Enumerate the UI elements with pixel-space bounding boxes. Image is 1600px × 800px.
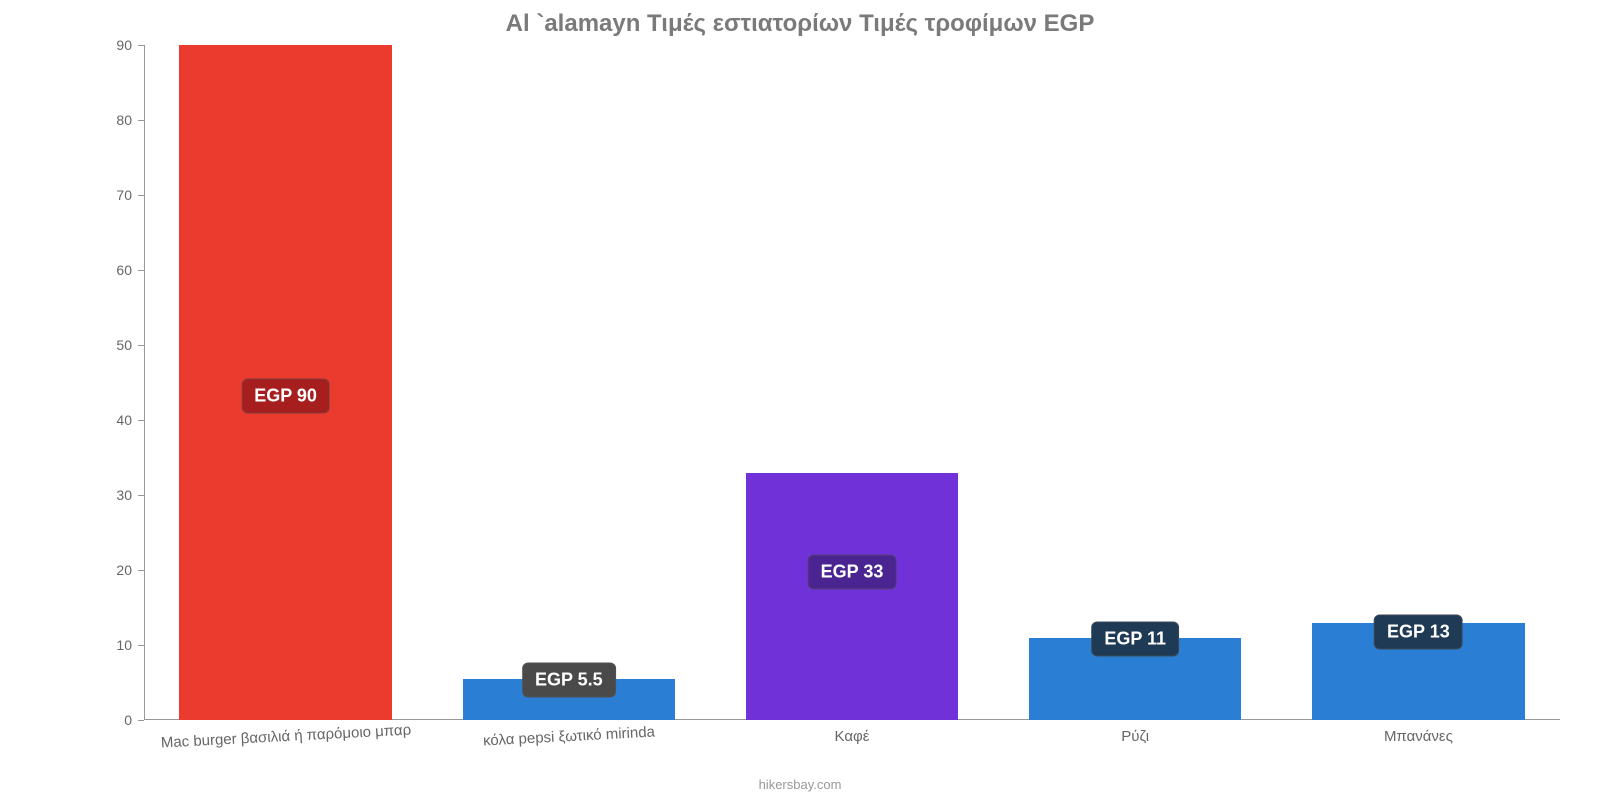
bars-area: EGP 90 EGP 5.5 EGP 33 EGP 11 EGP 13 (144, 45, 1560, 720)
y-tick-label: 20 (116, 562, 132, 578)
y-tick-label: 60 (116, 262, 132, 278)
y-tick-mark (138, 195, 144, 196)
y-tick-label: 0 (124, 712, 132, 728)
y-tick-mark (138, 720, 144, 721)
x-axis-label: κόλα pepsi ξωτικό mirinda (482, 724, 655, 750)
plot-area: EGP 90EGP 5.5EGP 33EGP 11EGP 13 01020304… (100, 45, 1560, 720)
y-tick-label: 70 (116, 187, 132, 203)
bar-value-label: EGP 33 (808, 554, 897, 589)
y-tick-mark (138, 645, 144, 646)
chart-title: Al `alamayn Τιμές εστιατορίων Τιμές τροφ… (0, 0, 1600, 43)
y-tick-label: 90 (116, 37, 132, 53)
y-tick-label: 40 (116, 412, 132, 428)
y-tick-mark (138, 345, 144, 346)
x-axis-label: Καφέ (835, 728, 870, 745)
y-axis: 0102030405060708090 (100, 45, 140, 720)
bar-value-label: EGP 11 (1091, 622, 1179, 657)
y-tick-mark (138, 45, 144, 46)
y-tick-mark (138, 120, 144, 121)
bar-value-label: EGP 13 (1374, 615, 1463, 650)
x-axis-label: Ρύζι (1121, 728, 1149, 745)
y-tick-mark (138, 495, 144, 496)
bar-value-label: EGP 90 (241, 379, 330, 414)
y-tick-mark (138, 270, 144, 271)
x-axis-label: Mac burger βασιλιά ή παρόμοιο μπαρ (160, 721, 411, 751)
y-tick-label: 30 (116, 487, 132, 503)
y-tick-label: 10 (116, 637, 132, 653)
y-tick-label: 50 (116, 337, 132, 353)
x-axis-label: Μπανάνες (1384, 728, 1453, 745)
chart-container: Al `alamayn Τιμές εστιατορίων Τιμές τροφ… (0, 0, 1600, 800)
attribution-text: hikersbay.com (759, 777, 842, 792)
bar-value-label: EGP 5.5 (522, 662, 616, 697)
y-tick-mark (138, 420, 144, 421)
y-tick-mark (138, 570, 144, 571)
bar (746, 473, 958, 721)
y-tick-label: 80 (116, 112, 132, 128)
